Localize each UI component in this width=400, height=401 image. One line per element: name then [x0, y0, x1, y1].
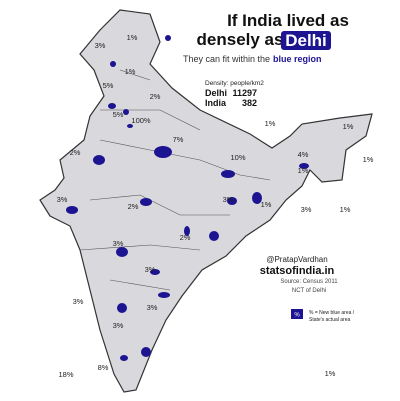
region-label: 5% — [113, 110, 124, 119]
legend-swatch — [291, 309, 303, 319]
region-label: 3% — [113, 239, 124, 248]
region-label: 3% — [95, 41, 106, 50]
density-name: Delhi — [205, 88, 227, 98]
legend-text: State's actual area — [309, 317, 350, 323]
highlight-box — [281, 31, 331, 50]
region-label: 3% — [301, 205, 312, 214]
region-label: 3% — [223, 195, 234, 204]
credit-site: statsofindia.in — [260, 265, 335, 277]
state-borders — [79, 69, 271, 291]
title-highlight: Delhi — [285, 31, 327, 50]
density-heading: Density: people/km2 — [205, 80, 264, 87]
region-label: 2% — [128, 202, 139, 211]
region-label: 1% — [325, 369, 336, 378]
density-value: 11297 — [232, 88, 257, 98]
region-labels: 1% 3% 1% 5% 2% 5% 100% 1% 1% 7% 4% 1% 1% 10% 2% 3% 2% 3% 1… — [57, 33, 374, 379]
region-label: 7% — [173, 135, 184, 144]
region-label: 8% — [98, 363, 109, 372]
region-label: 1% — [265, 119, 276, 128]
region-label: 100% — [131, 116, 151, 125]
region-label: 3% — [113, 321, 124, 330]
region-label: 3% — [57, 195, 68, 204]
region-label: 1% — [261, 200, 272, 209]
subtitle-emphasis: blue region — [273, 54, 322, 64]
credit-source: Source: Census 2011 — [280, 279, 338, 285]
density-value: 382 — [242, 98, 257, 108]
subtitle: They can fit within the — [183, 54, 270, 64]
region-label: 1% — [125, 67, 136, 76]
region-label: 1% — [340, 205, 351, 214]
region-label: 18% — [58, 370, 73, 379]
region-label: 3% — [147, 303, 158, 312]
legend-text: % = New blue area / — [309, 310, 355, 316]
credit-handle: @PratapVardhan — [266, 255, 327, 264]
region-label: 5% — [103, 81, 114, 90]
region-label: 3% — [73, 297, 84, 306]
title-line1: If India lived as — [227, 11, 349, 30]
region-label: 2% — [70, 148, 81, 157]
region-label: 10% — [230, 153, 245, 162]
region-label: 2% — [150, 92, 161, 101]
legend-symbol: % — [294, 313, 300, 319]
region-label: 4% — [298, 150, 309, 159]
region-label: 1% — [363, 155, 374, 164]
credit-region: NCT of Delhi — [292, 288, 326, 294]
region-label: 2% — [180, 233, 191, 242]
region-label: 3% — [145, 265, 156, 274]
title-line2: densely as — [197, 30, 284, 49]
density-name: India — [205, 98, 227, 108]
region-label: 1% — [127, 33, 138, 42]
india-outline — [39, 9, 373, 393]
blue-regions — [66, 35, 309, 361]
region-label: 1% — [343, 122, 354, 131]
region-label: 1% — [298, 166, 309, 175]
